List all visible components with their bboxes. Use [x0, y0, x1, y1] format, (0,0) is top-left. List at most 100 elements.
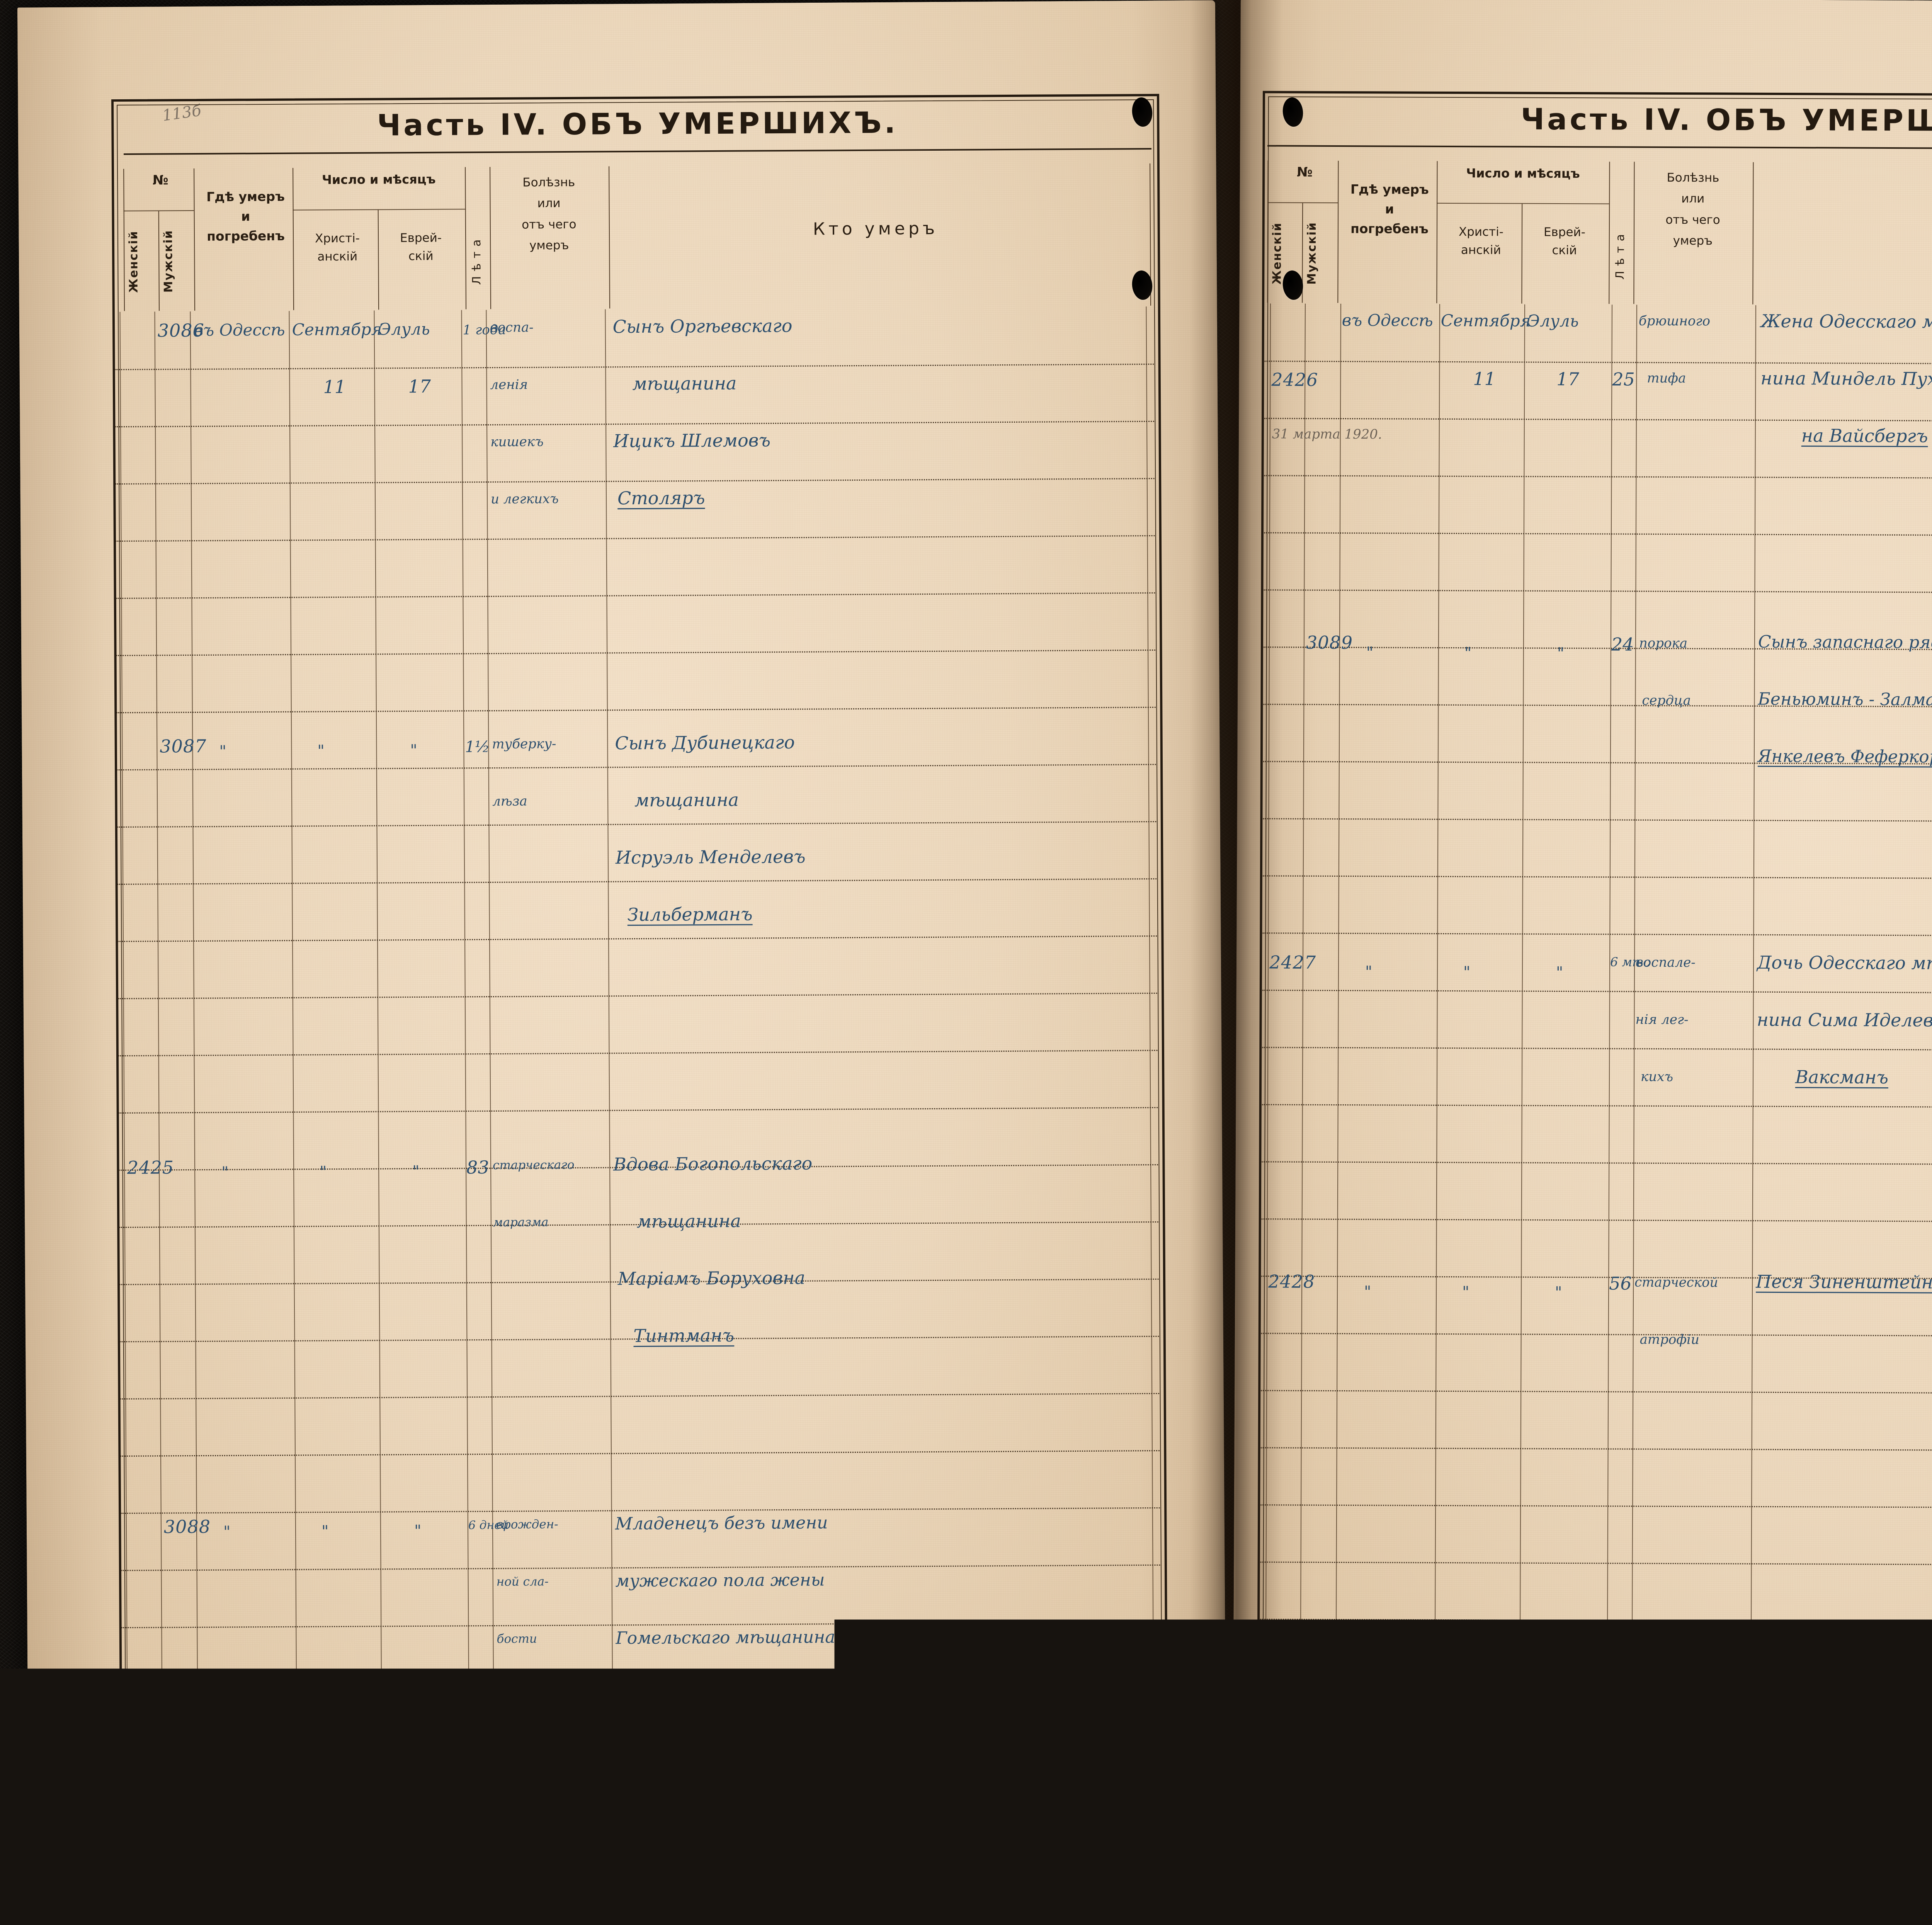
entry-who-line: Ицикъ Шлемовъ [613, 430, 770, 451]
entry-number-female: 2426 [1271, 369, 1318, 390]
entry-who-line: мѣщанина [634, 789, 739, 811]
entry-years: 25 [1612, 369, 1635, 389]
entry-jewish-ditto: " [1557, 645, 1565, 662]
entry-christian-ditto: " [317, 742, 325, 760]
entry-where-ditto: " [223, 1523, 231, 1541]
entry-christian-day: 11 [1473, 368, 1496, 389]
header-who-died: Кто умеръ [1760, 216, 1932, 238]
header-date-group: Число и мѣсяцъ [1440, 166, 1606, 181]
entry-years: 56 [1609, 1273, 1632, 1294]
entry-illness-line: ленія [490, 377, 528, 393]
entry-illness-line: воспа- [490, 320, 534, 335]
header-female: Женскій [1270, 207, 1284, 299]
header-date-group: Число и мѣсяцъ [296, 172, 462, 187]
header-christian-date: Христі- анскій [297, 230, 378, 266]
entry-who-line: Янкелевъ Феферкорнъ [1758, 747, 1932, 767]
entry-years: 83 [466, 1157, 489, 1178]
entry-who-line: мѣщанина [632, 373, 736, 394]
entry-illness-line: тифа [1647, 371, 1686, 386]
entry-jewish-ditto: " [410, 741, 417, 759]
entry-who-line: Зильберманъ [628, 903, 753, 925]
entry-who-line: Столяръ [617, 487, 705, 508]
entry-number-female: 2427 [1269, 952, 1316, 973]
entry-christian-month: Сентября [1441, 311, 1531, 330]
entry-christian-ditto: " [321, 1522, 329, 1540]
entry-pencil-note: 31 марта 1920. [1272, 426, 1382, 442]
entry-who-line: Крейны Гозенгувей [620, 1685, 797, 1705]
header-illness: Болѣзнь или отъ чего умеръ [493, 172, 605, 256]
entry-jewish-ditto: " [412, 1163, 420, 1180]
header-number: № [126, 172, 195, 188]
entry-illness-line: кишекъ [490, 434, 544, 450]
entry-who-line: на Вайсбергъ [1801, 425, 1928, 446]
entry-jewish-month: Элуль [1527, 311, 1579, 330]
entry-who-line: нина Сима Иделевна [1757, 1009, 1932, 1031]
entry-illness-line: брюшного [1639, 313, 1710, 329]
document-spread: 112 113б 112 «Славянская» тип. Одесса. Ч… [0, 0, 1932, 1925]
entry-where-ditto: " [1366, 644, 1374, 662]
entry-christian-ditto: " [1463, 963, 1471, 981]
entry-illness-line: бости [497, 1632, 537, 1646]
header-jewish-date: Еврей- скій [380, 229, 461, 265]
entry-illness-line: маразма [493, 1215, 549, 1229]
entry-who-line: Вдова Богопольскаго [613, 1153, 812, 1175]
entry-years: 1½ [465, 738, 490, 756]
header-female: Женскій [127, 215, 141, 308]
entry-who-line: нина Миндель Пухов- [1760, 368, 1932, 389]
entry-illness-line: лѣза [492, 793, 527, 809]
entry-who-line: Ваксманъ [1795, 1066, 1888, 1088]
entry-who-line: Гомельскаго мѣщанина [616, 1627, 835, 1648]
entry-jewish-ditto: " [414, 1522, 422, 1540]
entry-who-line: Жена Одесскаго мѣща- [1761, 311, 1932, 332]
entry-illness-line: ной сла- [497, 1575, 549, 1589]
entry-who-line: Сынъ запаснаго рядового [1758, 632, 1932, 653]
entry-number-female: 2425 [127, 1157, 174, 1178]
entry-where: въ Одессѣ [1342, 311, 1433, 330]
entry-illness-line: старческаго [493, 1158, 575, 1172]
entry-who-line: Дочь Одесскаго мѣща- [1757, 952, 1932, 974]
entry-number-female: 2428 [1268, 1271, 1315, 1292]
entry-where-ditto: " [1365, 963, 1372, 981]
entry-christian-ditto: " [320, 1163, 327, 1181]
entry-who-line: мѣщанина [637, 1211, 741, 1232]
entry-jewish-ditto: " [1556, 964, 1563, 981]
entry-who-line: Сынъ Дубинецкаго [615, 732, 795, 753]
header-who-died: Кто умеръ [617, 218, 1134, 240]
entry-where-ditto: " [1364, 1283, 1371, 1301]
entry-illness-line: воспале- [1636, 955, 1696, 971]
entry-illness-line: кихъ [1641, 1069, 1673, 1085]
entry-who-line: Тинтманъ [633, 1325, 734, 1346]
entry-where-ditto: " [221, 1164, 229, 1182]
entry-illness-line: врожден- [496, 1517, 558, 1532]
header-male: Мужскій [162, 215, 175, 308]
entry-illness-line: старческой [1634, 1275, 1718, 1291]
entry-who-line: Младенецъ безъ имени [615, 1513, 828, 1534]
entry-christian-ditto: " [1464, 644, 1472, 662]
entry-who-line: Песя Зиненштейнъ [1756, 1271, 1932, 1293]
header-jewish-date: Еврей- скій [1524, 223, 1605, 260]
entry-who-line: Исруэль Менделевъ [616, 846, 806, 868]
entry-years: 24 [1611, 634, 1634, 655]
entry-where: въ Одессѣ [194, 320, 285, 340]
entry-who-line: Маріамъ Боруховна [617, 1267, 805, 1289]
header-years: Лѣта [1613, 208, 1627, 301]
header-male: Мужскій [1305, 207, 1319, 300]
entry-number-male: 3088 [164, 1516, 211, 1537]
right-table-header: № Женскій Мужскій Гдѣ умеръ и погребенъ … [1262, 149, 1932, 307]
entry-jewish-month: Элуль [379, 320, 430, 339]
entry-jewish-ditto: " [1555, 1284, 1562, 1301]
left-page-title: Часть IV. ОБЪ УМЕРШИХЪ. [116, 104, 1159, 144]
entry-number-male: 3087 [160, 736, 206, 757]
entry-christian-month: Сентября [292, 320, 382, 339]
entry-where-ditto: " [219, 743, 226, 760]
right-table-body: 2426 въ Одессѣ Сентября 11 Элуль 17 25 б… [1259, 303, 1932, 1856]
left-table-body: 3086 въ Одессѣ Сентября 11 Элуль 17 1 го… [114, 306, 1162, 1865]
entry-christian-ditto: " [1462, 1283, 1469, 1301]
entry-illness-line: и легкихъ [491, 491, 559, 507]
entry-illness-line: атрофіи [1640, 1332, 1699, 1348]
entry-jewish-day: 17 [1556, 369, 1579, 389]
entry-who-line: Беньюминъ - Залманъ [1758, 689, 1932, 710]
header-illness: Болѣзнь или отъ чего умеръ [1637, 167, 1749, 252]
entry-illness-line: туберку- [492, 736, 556, 752]
entry-jewish-day: 17 [408, 376, 431, 397]
